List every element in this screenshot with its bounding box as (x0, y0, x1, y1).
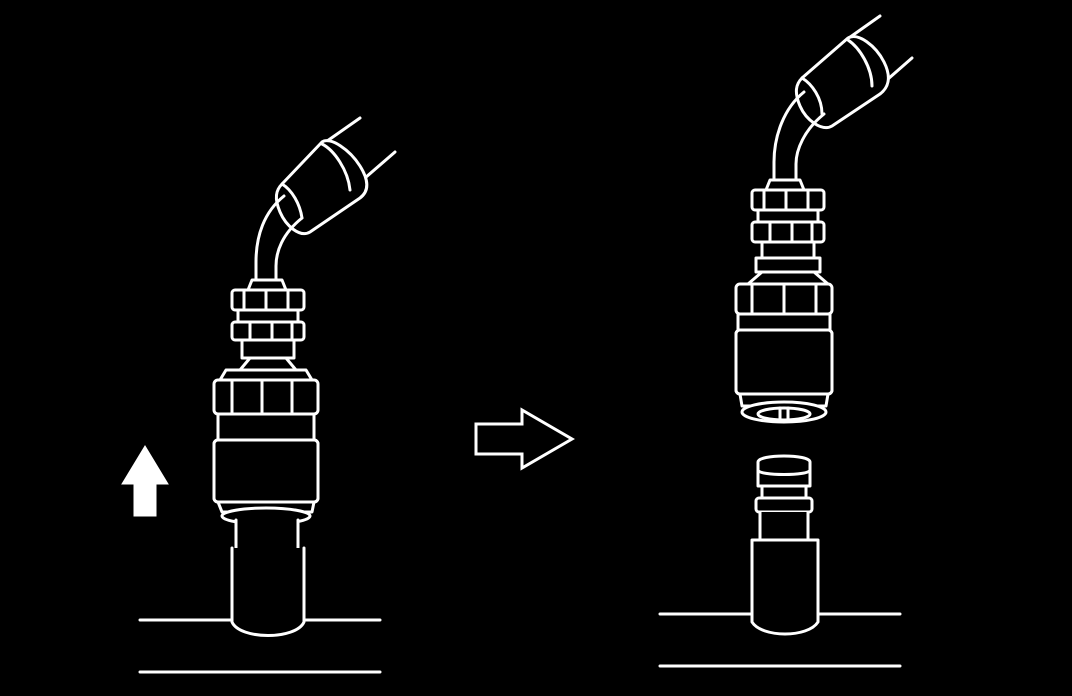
bent-tube (764, 90, 826, 192)
up-arrow-icon (121, 445, 169, 517)
coupler-body (212, 368, 320, 526)
coupler-body (734, 282, 834, 424)
hose (794, 14, 914, 129)
fitting-nut (746, 188, 830, 286)
service-port (230, 518, 306, 637)
service-port (750, 454, 820, 636)
right-arrow-icon (474, 407, 575, 471)
fitting-nut (230, 288, 306, 372)
hose (274, 116, 397, 235)
panel-disconnected (658, 14, 914, 668)
panel-connected (138, 116, 397, 674)
